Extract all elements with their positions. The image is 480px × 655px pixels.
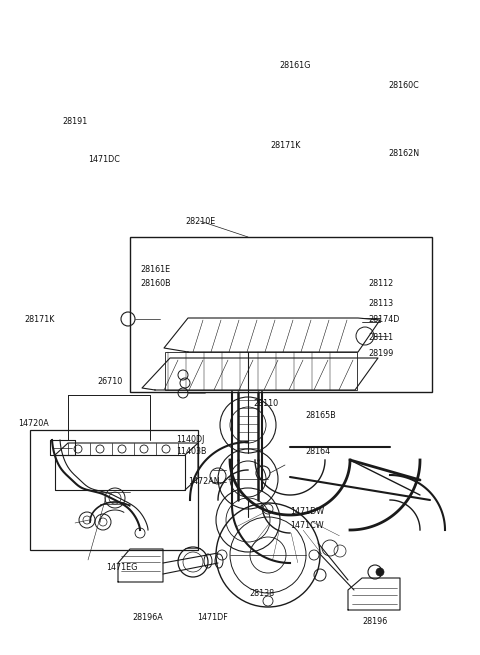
Bar <box>165 352 357 390</box>
Text: 28191: 28191 <box>62 117 88 126</box>
Text: 28171K: 28171K <box>24 316 54 324</box>
Text: 1471EG: 1471EG <box>106 563 138 572</box>
Text: 1471DW: 1471DW <box>290 508 324 517</box>
Text: 28110: 28110 <box>253 398 278 407</box>
Text: 28162N: 28162N <box>388 149 419 157</box>
Text: 28171K: 28171K <box>270 141 300 149</box>
Text: 1471CW: 1471CW <box>290 521 324 531</box>
Text: 1472AN: 1472AN <box>188 476 220 485</box>
Text: 28161E: 28161E <box>140 265 170 274</box>
Bar <box>30 430 198 550</box>
Circle shape <box>376 568 384 576</box>
Text: 28165B: 28165B <box>305 411 336 421</box>
Text: 28210E: 28210E <box>185 217 215 225</box>
Text: 28164: 28164 <box>305 447 330 457</box>
Text: 1140DJ: 1140DJ <box>176 436 204 445</box>
Bar <box>130 237 432 392</box>
Text: 14720A: 14720A <box>18 419 49 428</box>
Text: 28112: 28112 <box>368 278 393 288</box>
Text: 28113: 28113 <box>368 299 393 309</box>
Text: 28161G: 28161G <box>279 62 311 71</box>
Text: 28138: 28138 <box>250 590 275 599</box>
Text: 1471DC: 1471DC <box>88 155 120 164</box>
Text: 28160C: 28160C <box>388 81 419 90</box>
Text: 28196A: 28196A <box>132 614 163 622</box>
Text: 28160B: 28160B <box>140 278 170 288</box>
Text: 28196: 28196 <box>362 618 388 626</box>
Text: 28199: 28199 <box>368 350 394 358</box>
Text: 11403B: 11403B <box>176 447 206 457</box>
Text: 1471DF: 1471DF <box>198 614 228 622</box>
Text: 28111: 28111 <box>368 333 393 341</box>
Text: 28174D: 28174D <box>368 316 399 324</box>
Text: 26710: 26710 <box>97 377 122 386</box>
